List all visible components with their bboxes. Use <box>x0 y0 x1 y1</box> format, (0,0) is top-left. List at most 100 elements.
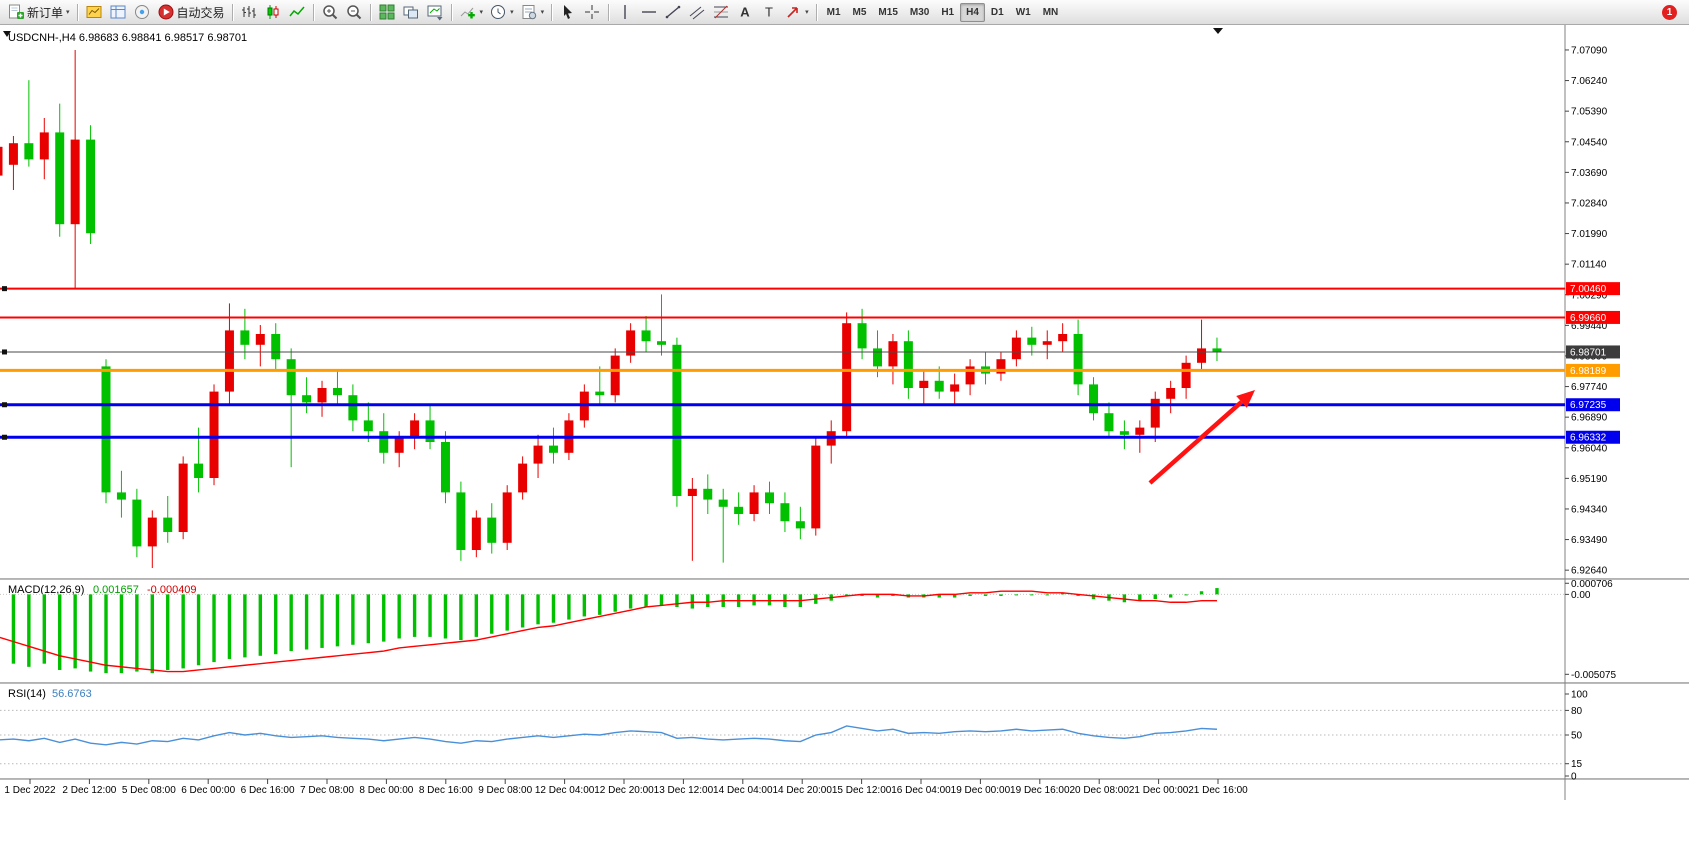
candle <box>302 395 312 403</box>
tile-windows-button[interactable] <box>375 1 399 23</box>
tf-d1-button[interactable]: D1 <box>985 3 1010 22</box>
candle <box>194 463 204 478</box>
candle <box>595 391 605 396</box>
cursor-button[interactable] <box>556 1 580 23</box>
macd-bar <box>11 594 16 664</box>
macd-bar <box>520 594 525 628</box>
candle <box>1058 334 1068 342</box>
candle <box>255 334 265 345</box>
macd-bar <box>58 594 62 670</box>
line-chart-button[interactable] <box>285 1 309 23</box>
candle <box>780 503 790 522</box>
candles-chart-button[interactable] <box>261 1 285 23</box>
candle <box>656 341 666 345</box>
candle <box>1042 341 1052 345</box>
rsi-tick-label: 15 <box>1571 759 1583 770</box>
candle <box>1135 427 1145 435</box>
vertical-line-button[interactable] <box>613 1 637 23</box>
new-order-icon <box>7 3 25 21</box>
chart-dropdown-marker[interactable] <box>3 31 11 37</box>
line-handle[interactable] <box>2 349 7 355</box>
periods-button[interactable]: ▾ <box>486 1 517 23</box>
new-order-button[interactable]: 新订单 ▾ <box>4 1 73 23</box>
tf-mn-button[interactable]: MN <box>1037 3 1065 22</box>
equidistant-channel-button[interactable] <box>685 1 709 23</box>
hline-price-box <box>1566 282 1620 296</box>
autotrading-button[interactable]: 自动交易 <box>154 1 228 23</box>
hline-price-box <box>1566 310 1620 324</box>
cascade-windows-button[interactable] <box>399 1 423 23</box>
current-price-label: 6.98701 <box>1570 347 1607 358</box>
tf-h1-button[interactable]: H1 <box>935 3 960 22</box>
zoom-in-button[interactable] <box>318 1 342 23</box>
svg-text:A: A <box>740 5 750 20</box>
macd-bar <box>1045 594 1049 596</box>
chevron-down-icon: ▾ <box>510 9 514 16</box>
macd-bar <box>1091 594 1096 600</box>
horizontal-line-button[interactable] <box>637 1 661 23</box>
text-label-button[interactable]: T <box>757 1 781 23</box>
trendline-button[interactable] <box>661 1 685 23</box>
tf-m5-button[interactable]: M5 <box>847 3 873 22</box>
indicators-button[interactable]: ▾ <box>456 1 487 23</box>
time-label: 8 Dec 00:00 <box>359 785 413 796</box>
candle <box>1073 334 1083 385</box>
line-handle[interactable] <box>2 286 7 292</box>
macd-bar <box>459 594 463 641</box>
fibonacci-retracement-button[interactable] <box>709 1 733 23</box>
tf-d1-label: D1 <box>990 6 1004 18</box>
cascade-windows-icon <box>402 3 420 21</box>
macd-bar <box>983 594 988 596</box>
arrows-button[interactable]: ▾ <box>781 1 812 23</box>
macd-bar <box>505 594 509 631</box>
annotation-arrow-shaft[interactable] <box>1148 400 1244 485</box>
scroll-end-marker[interactable] <box>1213 28 1223 34</box>
tf-m30-button[interactable]: M30 <box>904 3 935 22</box>
candle <box>456 492 466 550</box>
tf-w1-button[interactable]: W1 <box>1010 3 1037 22</box>
candle <box>286 359 296 396</box>
macd-bar <box>335 594 340 647</box>
data-window-button[interactable] <box>130 1 154 23</box>
bars-chart-button[interactable] <box>237 1 261 23</box>
price-tick-label: 6.96040 <box>1571 443 1608 454</box>
line-handle[interactable] <box>2 434 7 440</box>
tf-m1-button[interactable]: M1 <box>821 3 847 22</box>
notification-badge[interactable]: 1 <box>1662 4 1677 20</box>
hline-price-label: 6.99660 <box>1570 313 1607 324</box>
tf-w1-label: W1 <box>1015 6 1031 18</box>
candle <box>209 391 219 478</box>
new-order-label: 新订单 <box>27 5 64 20</box>
time-label: 12 Dec 20:00 <box>594 785 654 796</box>
track-chart-button[interactable] <box>423 1 447 23</box>
macd-bar <box>1215 588 1219 595</box>
candle <box>224 330 234 392</box>
candle <box>1197 348 1207 363</box>
candle <box>1011 337 1021 360</box>
market-watch-button[interactable] <box>106 1 130 23</box>
macd-bar <box>119 594 124 674</box>
annotation-arrow-head[interactable] <box>1236 390 1255 408</box>
candle <box>163 517 173 532</box>
crosshair-button[interactable] <box>580 1 604 23</box>
time-label: 12 Dec 04:00 <box>535 785 595 796</box>
tf-m15-button[interactable]: M15 <box>872 3 903 22</box>
tf-h4-button[interactable]: H4 <box>960 2 985 22</box>
charts-profile-button[interactable] <box>82 1 106 23</box>
hline-price-label: 6.98189 <box>1570 366 1607 377</box>
candle <box>1119 431 1129 435</box>
candle <box>533 445 543 464</box>
candle <box>919 380 929 388</box>
candle <box>1150 398 1160 428</box>
zoom-out-button[interactable] <box>342 1 366 23</box>
macd-bar <box>474 594 479 637</box>
candle <box>672 344 682 496</box>
chevron-down-icon: ▾ <box>805 9 809 16</box>
toolbar-separator <box>312 3 314 21</box>
line-handle[interactable] <box>2 402 7 408</box>
text-button[interactable]: A <box>733 1 757 23</box>
macd-bar <box>366 594 371 644</box>
templates-button[interactable]: ▾ <box>517 1 548 23</box>
